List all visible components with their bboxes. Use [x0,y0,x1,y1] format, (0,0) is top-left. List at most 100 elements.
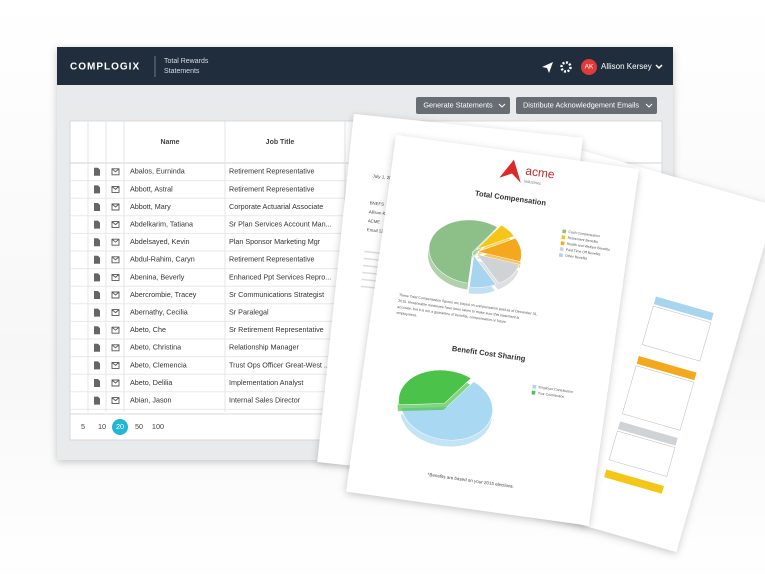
legend-swatch [558,253,563,258]
document-icon[interactable] [94,396,100,405]
pie-slice [476,224,515,250]
button-label: Distribute Acknowledgement Emails [523,100,639,109]
email-icon[interactable] [111,203,120,211]
letter-line: Allison Kersey [369,209,397,217]
document-icon[interactable] [94,308,100,317]
button[interactable] [416,97,510,114]
employee-name[interactable]: Abian, Jason [130,396,172,405]
employee-name[interactable]: Abernathy, Cecilia [130,308,188,317]
email-icon[interactable] [111,273,120,281]
column-header[interactable]: Job Title [266,139,295,146]
email-icon[interactable] [111,344,120,352]
avatar[interactable] [581,59,597,75]
button[interactable] [516,97,657,114]
employee-name[interactable]: Abbott, Mary [130,202,171,211]
logo-sub: industries [524,178,542,185]
legend-swatch [559,247,564,252]
letter-line: BNEFS [369,200,384,206]
chevron [645,103,653,108]
send-icon[interactable] [542,62,553,73]
legend-label: Employer Contribution [538,385,573,394]
legend-swatch [562,229,567,234]
letter-line: ACME [368,218,381,224]
page-size[interactable]: 5 [81,422,85,431]
document-icon[interactable] [94,238,100,247]
letter-date: July 1, 2020 [372,173,397,181]
pie [397,369,493,447]
pie-slice [476,237,522,262]
column-header[interactable]: Name [160,139,179,146]
job-title: Retirement Representative [229,167,315,176]
document-icon[interactable] [94,343,100,352]
employee-name[interactable]: Abeto, Clemencia [130,360,187,369]
legend-label: Health and Welfare Benefits [566,242,610,252]
job-title: Implementation Analyst [229,378,303,387]
document-icon[interactable] [94,167,100,176]
employee-name[interactable]: Abercrombie, Tracey [130,290,197,299]
job-title: Corporate Actuarial Associate [229,202,323,211]
job-title: Sr Plan Services Account Man... [229,220,332,229]
email-icon[interactable] [111,185,120,193]
legend-label: Cash Compensation [568,230,600,238]
job-title: Retirement Representative [229,184,315,193]
employee-name[interactable]: Abeto, Delilia [130,378,172,387]
logo-text: acme [525,164,556,182]
job-title: Trust Ops Officer Great-West ... [229,360,330,369]
email-icon[interactable] [111,221,120,229]
legend-swatch [560,241,565,246]
job-title: Relationship Manager [229,343,300,352]
employee-name[interactable]: Abalos, Eurninda [130,167,185,176]
employee-name[interactable]: Abeto, Christina [130,343,181,352]
email-icon[interactable] [111,309,120,317]
page-size[interactable]: 20 [116,422,124,431]
email-icon[interactable] [111,326,120,334]
document-icon[interactable] [94,326,100,335]
email-icon[interactable] [111,361,120,369]
chevron [498,103,506,108]
page-size[interactable]: 10 [98,422,106,431]
email-icon[interactable] [111,168,120,176]
document-icon[interactable] [94,255,100,264]
employee-name[interactable]: Abdelkarim, Tatiana [130,220,193,229]
letter-line: Email 12345 [367,227,392,235]
document-icon[interactable] [94,185,100,194]
logo: COMPLOGIX [70,62,140,73]
statement-sheet: acme industries *Benefits are based on y… [346,135,639,526]
user-name[interactable]: Allison Kersey [601,62,652,71]
pie-slice [401,381,493,441]
document-icon[interactable] [94,220,100,229]
employee-name[interactable]: Abeto, Che [130,325,166,334]
document-icon[interactable] [94,203,100,211]
legend-label: Paid Time Off Benefits [566,248,601,257]
document-icon[interactable] [94,273,100,282]
employee-name[interactable]: Abdul-Rahim, Caryn [130,255,195,264]
employee-name[interactable]: Abbott, Astral [130,184,173,193]
email-icon[interactable] [111,397,120,405]
job-title: Sr Retirement Representative [229,325,324,334]
email-icon[interactable] [111,238,120,246]
job-title: Sr Communications Strategist [229,290,324,299]
logo-mark [499,159,521,183]
email-icon[interactable] [111,291,120,299]
document-icon[interactable] [94,291,100,299]
document-icon[interactable] [94,361,100,370]
employee-name[interactable]: Abdelsayed, Kevin [130,237,190,246]
document-icon[interactable] [94,379,100,387]
settings-icon[interactable] [560,61,572,73]
job-title: Sr Paralegal [229,308,269,317]
employee-name[interactable]: Abenina, Beverly [130,272,185,281]
product-name: Statements [164,68,200,75]
column-rules [87,121,346,412]
email-icon[interactable] [111,379,120,387]
button-label: Generate Statements [423,100,493,109]
product-name: Total Rewards [164,58,209,65]
page-size[interactable]: 50 [135,422,143,431]
job-title: Plan Sponsor Marketing Mgr [229,237,321,246]
legend-label: Other Benefits [565,254,588,261]
pie-slice [476,253,520,284]
chevron[interactable] [655,64,663,70]
top-bar [57,47,673,85]
email-icon[interactable] [111,256,120,264]
page-size[interactable]: 100 [152,422,164,431]
